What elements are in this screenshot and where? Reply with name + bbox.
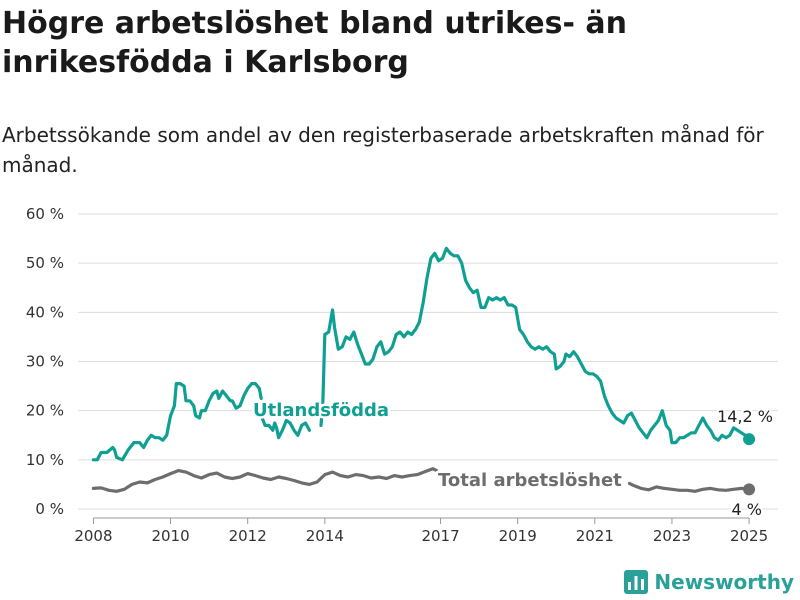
- utlandsfodda-end-label-halo: 14,2 %: [717, 407, 773, 426]
- utlandsfodda-label-halo: Utlandsfödda: [253, 400, 389, 421]
- utlandsfodda-line-segment-0: [91, 382, 263, 462]
- total-label-halo: Total arbetslöshet: [438, 470, 622, 491]
- y-tick-label: 10 %: [26, 451, 64, 469]
- total-end-point: [743, 483, 756, 496]
- chart-subtitle: Arbetssökande som andel av den registerb…: [2, 123, 764, 177]
- utlandsfodda-series-label: Utlandsfödda: [253, 400, 389, 421]
- y-axis: 0 % 10 % 20 % 30 % 40 % 50 % 60 %: [26, 205, 64, 518]
- y-tick-label: 40 %: [26, 303, 64, 321]
- x-axis: 2008 2010 2012 2014 2017 2019 2021 2023 2025: [74, 517, 768, 545]
- utlandsfodda-end-value-label: 14,2 %: [717, 407, 773, 426]
- bar-chart-icon: [624, 570, 649, 594]
- y-tick-label: 20 %: [26, 402, 64, 420]
- x-tick-label: 2012: [229, 527, 267, 545]
- newsworthy-logo: Newsworthy: [624, 570, 794, 594]
- total-series-label: Total arbetslöshet: [438, 470, 622, 491]
- x-tick-label: 2014: [306, 527, 344, 545]
- brand-name: Newsworthy: [654, 570, 794, 594]
- chart-title: Högre arbetslöshet bland utrikes- än inr…: [2, 6, 627, 80]
- x-tick-label: 2008: [74, 527, 112, 545]
- y-tick-label: 50 %: [26, 254, 64, 272]
- y-tick-label: 0 %: [35, 500, 64, 518]
- utlandsfodda-line-segment-2: [319, 246, 751, 445]
- x-tick-label: 2010: [151, 527, 189, 545]
- total-end-value-label: 4 %: [732, 500, 762, 519]
- total-line-segment-1: [627, 481, 751, 493]
- y-tick-label: 30 %: [26, 353, 64, 371]
- total-end-label-halo: 4 %: [732, 500, 762, 519]
- x-tick-label: 2021: [576, 527, 614, 545]
- gridlines: [78, 213, 778, 510]
- y-tick-label: 60 %: [26, 205, 64, 223]
- x-tick-label: 2019: [499, 527, 537, 545]
- utlandsfodda-end-point: [743, 433, 756, 446]
- utlandsfodda-line-segment-1: [259, 414, 311, 440]
- series-lines: [91, 246, 756, 496]
- x-tick-label: 2025: [730, 527, 768, 545]
- x-tick-label: 2017: [421, 527, 459, 545]
- total-line-segment-0: [91, 467, 439, 493]
- x-tick-label: 2023: [653, 527, 691, 545]
